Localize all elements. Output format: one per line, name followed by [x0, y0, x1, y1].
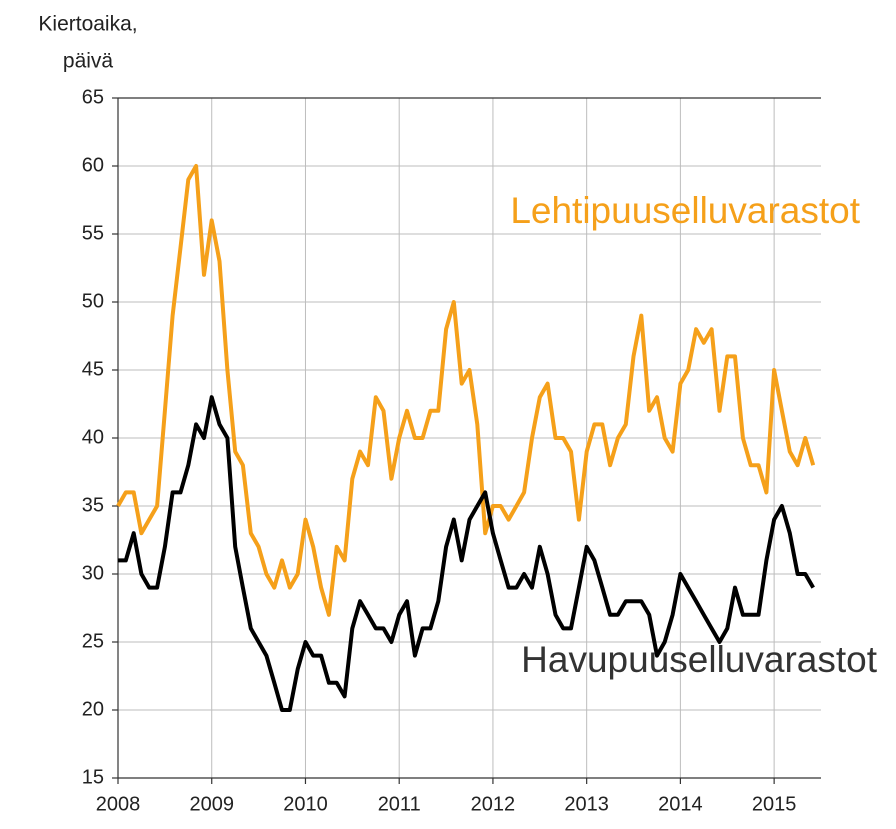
y-tick-label: 45	[82, 358, 104, 380]
y-axis-label: päivä	[63, 50, 114, 73]
x-tick-label: 2011	[378, 793, 421, 815]
x-tick-label: 2015	[752, 793, 797, 815]
line-series	[118, 395, 815, 712]
series-label: Lehtipuuselluvarastot	[510, 190, 860, 231]
y-tick-label: 35	[82, 494, 104, 516]
y-axis-label: Kiertoaika,	[38, 13, 137, 36]
line-series	[116, 164, 816, 617]
y-tick-label: 40	[82, 426, 104, 448]
y-tick-label: 50	[82, 290, 104, 312]
x-tick-label: 2008	[96, 793, 141, 815]
y-tick-label: 65	[82, 86, 104, 108]
x-tick-label: 2014	[658, 793, 703, 815]
x-tick-label: 2012	[471, 793, 516, 815]
y-tick-label: 20	[82, 698, 104, 720]
y-tick-label: 25	[82, 630, 104, 652]
y-tick-label: 30	[82, 562, 104, 584]
y-tick-label: 60	[82, 154, 104, 176]
x-tick-label: 2013	[564, 793, 609, 815]
series-label: Havupuuselluvarastot	[521, 639, 878, 680]
x-tick-label: 2009	[189, 793, 234, 815]
y-tick-label: 55	[82, 222, 104, 244]
y-tick-label: 15	[82, 766, 104, 788]
x-tick-label: 2010	[283, 793, 328, 815]
